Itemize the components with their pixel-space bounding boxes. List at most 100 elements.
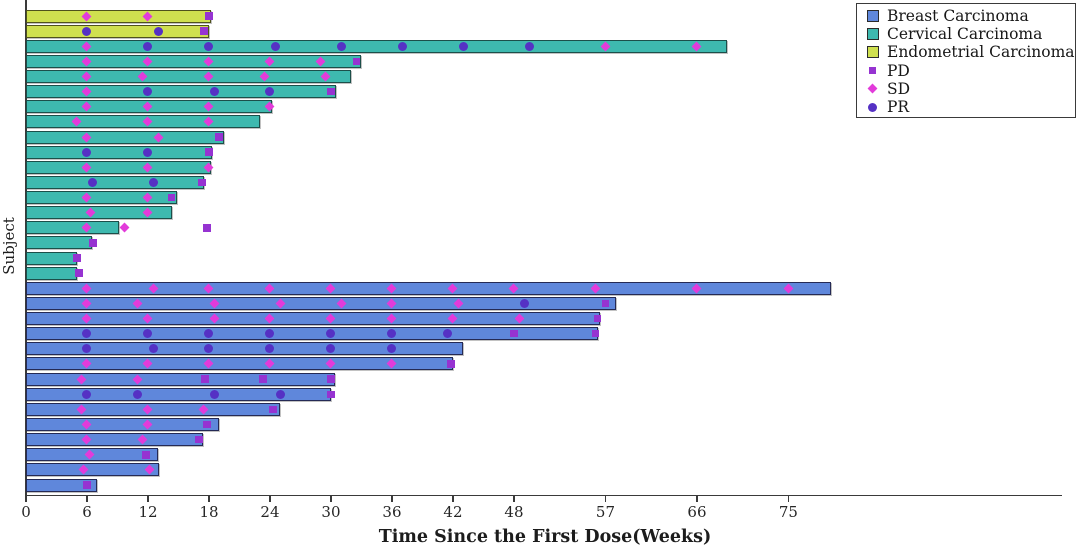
subject-bar xyxy=(26,54,362,68)
legend-label: PR xyxy=(887,98,910,117)
response-marker-pr xyxy=(275,389,285,399)
subject-bar xyxy=(26,281,832,295)
response-marker-pd xyxy=(593,314,602,323)
response-marker-pd xyxy=(327,390,335,398)
x-tick-label: 6 xyxy=(82,503,92,521)
x-tick-label: 75 xyxy=(778,503,798,521)
x-tick-label: 66 xyxy=(687,503,707,521)
x-tick-label: 36 xyxy=(382,503,402,521)
response-marker-pr xyxy=(143,87,153,97)
legend-marker-icon xyxy=(864,66,881,75)
response-marker-pr xyxy=(82,344,92,354)
response-marker-pr xyxy=(87,177,97,187)
response-marker-pr xyxy=(265,344,275,354)
subject-bar xyxy=(26,251,77,265)
subject-bar xyxy=(26,478,98,492)
response-marker-pd xyxy=(201,375,209,383)
subject-bar xyxy=(26,342,464,356)
diamond-icon xyxy=(867,83,878,94)
subject-bar xyxy=(26,221,119,235)
response-marker-pr xyxy=(148,344,158,354)
response-marker-pr xyxy=(153,26,163,36)
color-swatch xyxy=(866,10,879,23)
legend-label: Breast Carcinoma xyxy=(887,7,1029,26)
subject-bar xyxy=(26,191,178,205)
response-marker-pd xyxy=(205,12,213,20)
legend-label: SD xyxy=(887,79,911,98)
x-tick xyxy=(452,496,454,502)
x-tick-label: 57 xyxy=(595,503,615,521)
response-marker-pd xyxy=(327,87,335,96)
subject-bar xyxy=(26,463,160,477)
response-marker-pr xyxy=(397,41,407,51)
response-marker-pr xyxy=(265,87,275,97)
response-marker-pr xyxy=(387,329,397,339)
color-swatch xyxy=(866,28,879,41)
x-tick-label: 30 xyxy=(321,503,341,521)
response-marker-pd xyxy=(215,133,223,141)
response-marker-pd xyxy=(203,224,211,232)
response-marker-pr xyxy=(326,329,336,339)
response-marker-pr xyxy=(519,298,529,308)
response-marker-pd xyxy=(352,57,361,66)
legend-item-group: Endometrial Carcinoma xyxy=(857,43,1075,61)
subject-bar xyxy=(26,24,209,38)
response-marker-pr xyxy=(209,87,219,97)
response-marker-pr xyxy=(336,41,346,51)
response-marker-pd xyxy=(142,451,150,459)
response-marker-pd xyxy=(167,193,176,202)
subject-bar xyxy=(26,296,616,310)
x-tick-label: 18 xyxy=(199,503,219,521)
x-tick xyxy=(86,496,88,502)
response-marker-pr xyxy=(82,147,92,157)
response-marker-pr xyxy=(209,389,219,399)
response-marker-pr xyxy=(143,147,153,157)
response-marker-pd xyxy=(89,239,97,247)
subject-bar xyxy=(26,266,77,280)
response-marker-pd xyxy=(203,420,211,429)
legend-swatch-icon xyxy=(864,28,881,41)
x-tick xyxy=(208,496,210,502)
subject-bar xyxy=(26,206,173,220)
response-marker-pr xyxy=(204,329,214,339)
x-tick-label: 24 xyxy=(260,503,280,521)
color-swatch xyxy=(866,46,879,59)
response-marker-pr xyxy=(270,41,280,51)
legend-item-marker: PD xyxy=(857,62,1075,80)
legend-label: Endometrial Carcinoma xyxy=(887,43,1075,62)
subject-bar xyxy=(26,9,212,23)
x-tick-label: 48 xyxy=(504,503,524,521)
subject-bar xyxy=(26,115,260,129)
response-marker-pd xyxy=(269,405,277,414)
y-axis-title: Subject xyxy=(0,217,18,275)
x-tick xyxy=(604,496,607,502)
response-marker-pr xyxy=(265,329,275,339)
response-marker-pr xyxy=(326,344,336,354)
y-axis-spine xyxy=(25,0,27,496)
x-axis-spine xyxy=(25,494,1062,496)
x-tick xyxy=(269,496,271,502)
subject-bar xyxy=(26,130,225,144)
response-marker-pr xyxy=(143,41,153,51)
response-marker-pd xyxy=(601,299,610,308)
x-tick xyxy=(513,496,515,502)
response-marker-pr xyxy=(524,41,534,51)
legend-swatch-icon xyxy=(864,10,881,23)
subject-bar xyxy=(26,39,728,53)
response-marker-pd xyxy=(195,435,203,444)
response-marker-pr xyxy=(204,344,214,354)
x-tick-label: 12 xyxy=(138,503,158,521)
response-marker-pr xyxy=(148,177,158,187)
legend-item-marker: SD xyxy=(857,80,1075,98)
legend-label: PD xyxy=(887,61,910,80)
subject-bar xyxy=(26,387,331,401)
legend-item-group: Breast Carcinoma xyxy=(857,7,1075,25)
response-marker-pd xyxy=(83,481,91,489)
response-marker-sd xyxy=(119,222,130,233)
response-marker-pd xyxy=(510,329,518,338)
response-marker-pr xyxy=(443,329,453,339)
subject-bar xyxy=(26,433,203,447)
response-marker-pr xyxy=(82,26,92,36)
x-tick-label: 42 xyxy=(443,503,463,521)
